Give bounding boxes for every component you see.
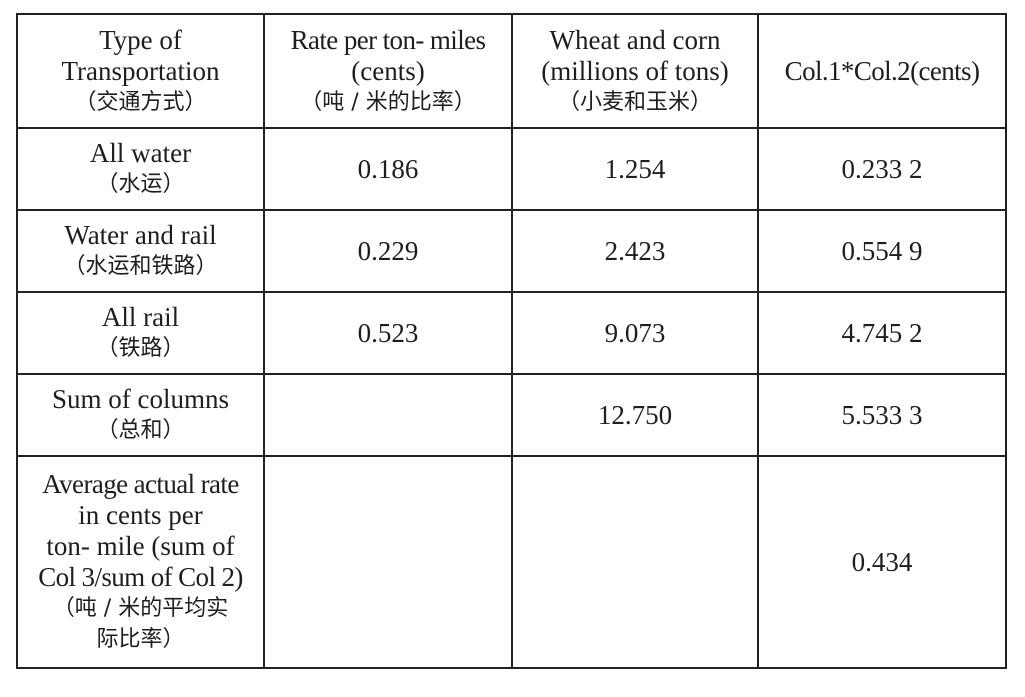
header-rate-en1: Rate per ton- miles bbox=[290, 24, 486, 55]
tons-cell: 2.423 bbox=[511, 209, 759, 293]
average-value-cell: 0.434 bbox=[757, 455, 1007, 669]
row-label-en: Water and rail bbox=[64, 220, 217, 250]
header-row: Type of Transportation （交通方式） Rate per t… bbox=[16, 13, 1007, 129]
average-row: Average actual rate in cents per ton- mi… bbox=[16, 455, 1007, 669]
average-label-line: in cents per bbox=[78, 500, 203, 530]
average-rate-empty bbox=[263, 455, 513, 669]
row-label: Sum of columns （总和） bbox=[16, 373, 265, 457]
row-label-en: All rail bbox=[101, 302, 180, 332]
average-tons-empty bbox=[511, 455, 759, 669]
header-product-en1: Col.1*Col.2(cents) bbox=[784, 55, 980, 86]
row-label-en: All water bbox=[89, 138, 192, 168]
table-row: All rail （铁路） 0.523 9.073 4.745 2 bbox=[16, 291, 1007, 375]
header-rate: Rate per ton- miles (cents) （吨 / 米的比率） bbox=[263, 13, 513, 129]
tons-cell: 9.073 bbox=[511, 291, 759, 375]
average-label-cn-line: 际比率） bbox=[96, 627, 185, 652]
row-label: All rail （铁路） bbox=[16, 291, 265, 375]
row-label-en: Sum of columns bbox=[51, 384, 229, 414]
rate-cell: 0.523 bbox=[263, 291, 513, 375]
tons-cell: 12.750 bbox=[511, 373, 759, 457]
average-label-line: ton- mile (sum of bbox=[46, 531, 235, 561]
header-wheat: Wheat and corn (millions of tons) （小麦和玉米… bbox=[511, 13, 759, 129]
header-rate-cn: （吨 / 米的比率） bbox=[300, 89, 476, 115]
table-row: Water and rail （水运和铁路） 0.229 2.423 0.554… bbox=[16, 209, 1007, 293]
header-wheat-cn: （小麦和玉米） bbox=[557, 89, 712, 115]
average-label-cn-line: （吨 / 米的平均实 bbox=[52, 596, 229, 621]
row-label-cn: （水运和铁路） bbox=[63, 254, 218, 279]
row-label: All water （水运） bbox=[16, 127, 265, 211]
header-wheat-en2: (millions of tons) bbox=[541, 55, 729, 86]
row-label-cn: （总和） bbox=[96, 418, 185, 443]
table-row: Sum of columns （总和） 12.750 5.533 3 bbox=[16, 373, 1007, 457]
header-type: Type of Transportation （交通方式） bbox=[16, 13, 265, 129]
row-label-cn: （铁路） bbox=[96, 336, 185, 361]
product-cell: 0.233 2 bbox=[757, 127, 1007, 211]
tons-cell: 1.254 bbox=[511, 127, 759, 211]
rate-cell: 0.229 bbox=[263, 209, 513, 293]
transportation-rate-table: Type of Transportation （交通方式） Rate per t… bbox=[16, 13, 1007, 669]
header-wheat-en1: Wheat and corn bbox=[549, 24, 721, 55]
table-row: All water （水运） 0.186 1.254 0.233 2 bbox=[16, 127, 1007, 211]
header-type-en1: Type of bbox=[99, 24, 182, 55]
header-type-en2: Transportation bbox=[61, 55, 220, 86]
product-cell: 0.554 9 bbox=[757, 209, 1007, 293]
row-label: Water and rail （水运和铁路） bbox=[16, 209, 265, 293]
average-label-line: Col 3/sum of Col 2) bbox=[38, 562, 243, 592]
header-type-cn: （交通方式） bbox=[74, 89, 207, 115]
row-label-cn: （水运） bbox=[96, 172, 185, 197]
product-cell: 5.533 3 bbox=[757, 373, 1007, 457]
average-label: Average actual rate in cents per ton- mi… bbox=[16, 455, 265, 669]
rate-cell bbox=[263, 373, 513, 457]
header-product: Col.1*Col.2(cents) bbox=[757, 13, 1007, 129]
rate-cell: 0.186 bbox=[263, 127, 513, 211]
header-rate-en2: (cents) bbox=[351, 55, 425, 86]
product-cell: 4.745 2 bbox=[757, 291, 1007, 375]
average-label-line: Average actual rate bbox=[42, 469, 239, 499]
